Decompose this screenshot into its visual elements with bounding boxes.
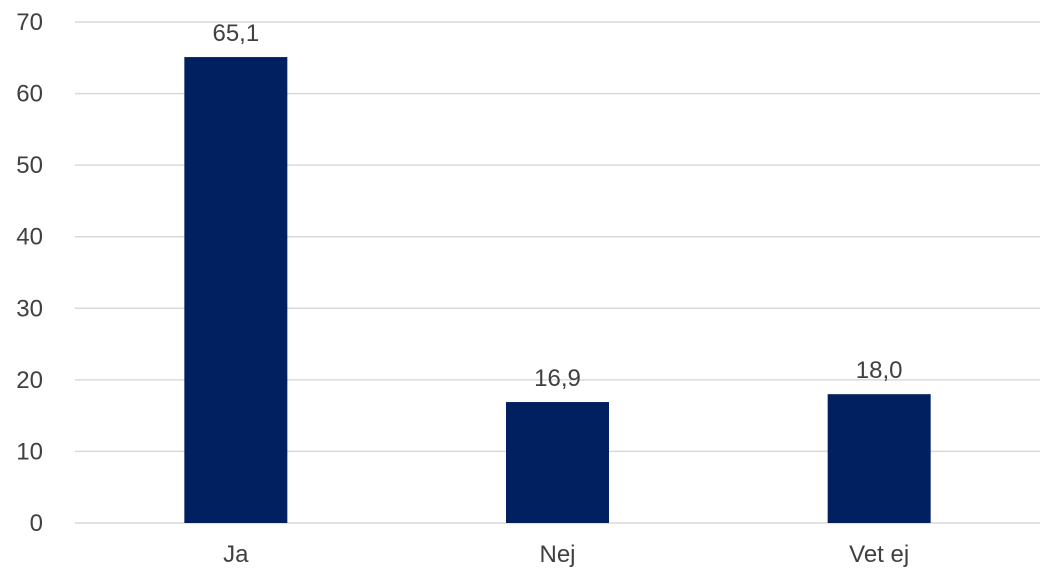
x-tick-label: Vet ej — [849, 541, 909, 568]
x-tick-label: Ja — [223, 541, 249, 568]
bar-vet-ej — [827, 394, 931, 523]
y-tick-label: 50 — [16, 152, 43, 179]
y-axis-tick-labels: 0 10 20 30 40 50 60 70 — [16, 9, 43, 537]
x-tick-label: Nej — [539, 541, 575, 568]
y-tick-label: 60 — [16, 81, 43, 108]
bar-ja — [184, 57, 288, 523]
data-label: 18,0 — [856, 357, 903, 384]
y-tick-label: 0 — [30, 510, 43, 537]
data-labels: 65,1 16,9 18,0 — [212, 20, 902, 392]
y-tick-label: 40 — [16, 224, 43, 251]
bar-nej — [506, 402, 609, 523]
y-tick-label: 20 — [16, 367, 43, 394]
data-label: 16,9 — [534, 365, 581, 392]
y-tick-label: 70 — [16, 9, 43, 36]
y-tick-label: 10 — [16, 438, 43, 465]
y-tick-label: 30 — [16, 295, 43, 322]
data-label: 65,1 — [212, 20, 259, 47]
x-axis-tick-labels: Ja Nej Vet ej — [223, 541, 909, 568]
bars — [184, 57, 931, 523]
